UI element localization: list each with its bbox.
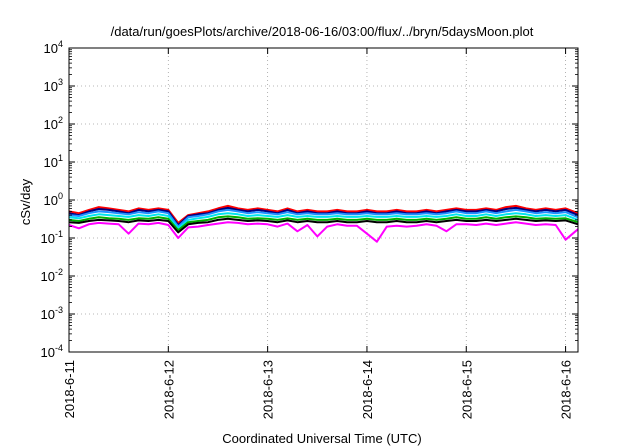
- series-group: [68, 204, 579, 243]
- x-tick-label: 2018-6-15: [459, 360, 474, 419]
- x-tick-label: 2018-6-13: [261, 360, 276, 419]
- series-line-3: [68, 208, 579, 228]
- series-line-1: [68, 204, 579, 224]
- y-tick-label: 103: [44, 77, 63, 94]
- y-axis: 10-4 10-3 10-2 10-1 100 101 102 103 104: [41, 39, 578, 360]
- series-line-7: [68, 221, 579, 243]
- x-axis: 2018-6-11 2018-6-12 2018-6-13 2018-6-14 2018…: [62, 48, 574, 419]
- x-axis-label: Coordinated Universal Time (UTC): [222, 431, 421, 446]
- y-axis-label: cSv/day: [18, 178, 33, 225]
- x-tick-label: 2018-6-16: [559, 360, 574, 419]
- grid: [69, 48, 578, 352]
- x-tick-label: 2018-6-11: [62, 360, 77, 418]
- series-line-2: [68, 206, 579, 226]
- y-tick-label: 102: [44, 115, 63, 132]
- chart-title: /data/run/goesPlots/archive/2018-06-16/0…: [111, 24, 534, 39]
- series-line-5: [68, 215, 579, 232]
- y-tick-label: 101: [44, 153, 63, 170]
- y-tick-label: 10-1: [41, 229, 63, 246]
- y-tick-label: 100: [44, 191, 63, 208]
- x-tick-label: 2018-6-14: [360, 360, 375, 419]
- y-tick-label: 10-3: [41, 305, 63, 322]
- x-tick-label: 2018-6-12: [161, 360, 176, 419]
- series-line-4: [68, 212, 579, 230]
- y-tick-label: 10-4: [41, 343, 63, 360]
- y-tick-label: 10-2: [41, 267, 63, 284]
- series-line-6: [68, 217, 579, 234]
- y-tick-label: 104: [44, 39, 63, 56]
